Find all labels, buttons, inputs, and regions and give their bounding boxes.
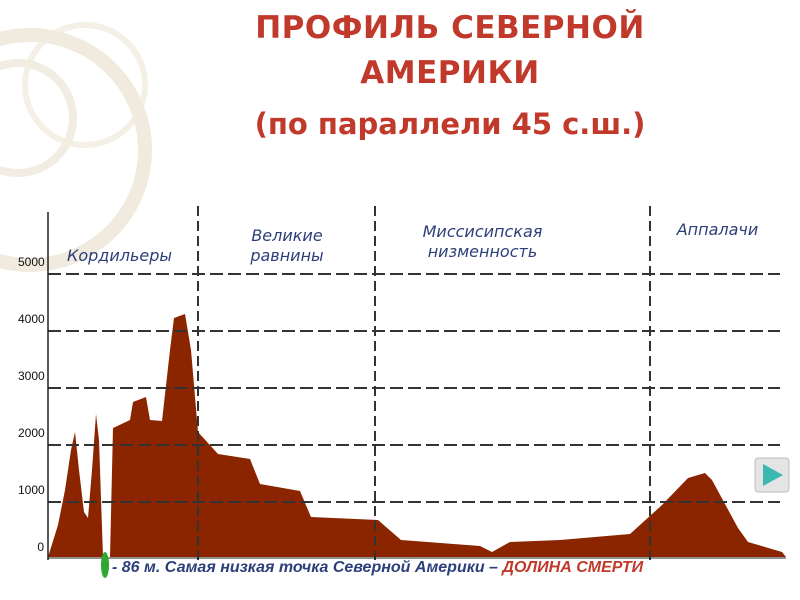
title-line-2: АМЕРИКИ [360, 55, 540, 91]
caption-place-name: ДОЛИНА СМЕРТИ [502, 559, 644, 576]
play-arrow-icon [754, 457, 790, 493]
y-tick-1000: 1000 [18, 483, 45, 497]
title-line-1: ПРОФИЛЬ СЕВЕРНОЙ [255, 10, 645, 46]
y-tick-5000: 5000 [18, 255, 45, 269]
terrain-profile [48, 314, 786, 557]
region-dividers [197, 206, 651, 560]
caption-text: - 86 м. Самая низкая точка Северной Амер… [112, 559, 503, 576]
slide-title: ПРОФИЛЬ СЕВЕРНОЙ АМЕРИКИ (по параллели 4… [190, 6, 710, 146]
next-slide-button[interactable] [754, 457, 790, 493]
region-label-cordilleras: Кордильеры [66, 246, 173, 265]
grid-lines [48, 273, 780, 503]
y-tick-4000: 4000 [18, 312, 45, 326]
region-label-great-plains: Великие равнины [250, 226, 324, 265]
death-valley-marker [101, 552, 109, 578]
region-label-appalachians: Аппалачи [676, 220, 759, 239]
y-tick-3000: 3000 [18, 369, 45, 383]
death-valley-caption: - 86 м. Самая низкая точка Северной Амер… [112, 559, 643, 577]
y-tick-0: 0 [37, 540, 44, 554]
title-line-3: (по параллели 45 с.ш.) [254, 107, 646, 141]
y-tick-2000: 2000 [18, 426, 45, 440]
region-label-mississippi-lowland: Миссисипская низменность [422, 222, 543, 261]
